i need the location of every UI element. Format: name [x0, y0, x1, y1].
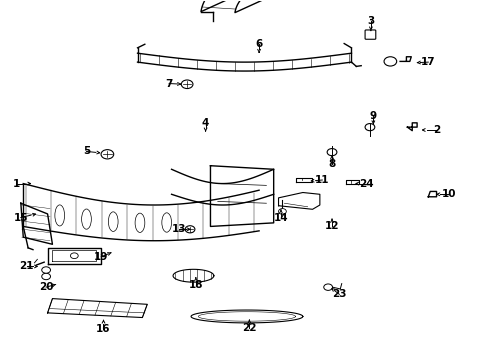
- Text: 21: 21: [20, 261, 34, 271]
- Polygon shape: [210, 166, 273, 226]
- Polygon shape: [345, 180, 358, 184]
- Text: 3: 3: [366, 16, 374, 26]
- Circle shape: [365, 123, 374, 131]
- Text: 20: 20: [39, 282, 53, 292]
- Text: 17: 17: [420, 57, 435, 67]
- Ellipse shape: [81, 209, 91, 229]
- Text: 24: 24: [358, 179, 373, 189]
- Polygon shape: [191, 310, 302, 323]
- Polygon shape: [47, 248, 101, 264]
- Circle shape: [181, 80, 193, 89]
- Circle shape: [185, 226, 195, 233]
- Circle shape: [70, 253, 78, 258]
- Text: 13: 13: [171, 224, 186, 234]
- Ellipse shape: [108, 212, 118, 231]
- Text: 7: 7: [165, 78, 172, 89]
- FancyBboxPatch shape: [365, 30, 375, 39]
- Text: 11: 11: [314, 175, 329, 185]
- Text: 15: 15: [14, 212, 28, 222]
- Ellipse shape: [135, 213, 144, 233]
- Circle shape: [101, 150, 114, 159]
- Circle shape: [326, 149, 336, 156]
- Circle shape: [41, 267, 50, 273]
- Text: 2: 2: [432, 125, 439, 135]
- Polygon shape: [201, 0, 334, 13]
- Text: 16: 16: [96, 324, 110, 334]
- Text: 1: 1: [12, 179, 20, 189]
- Text: 6: 6: [255, 39, 262, 49]
- Text: 5: 5: [82, 147, 90, 157]
- Polygon shape: [173, 269, 213, 282]
- Circle shape: [323, 284, 332, 291]
- Polygon shape: [47, 298, 147, 318]
- Ellipse shape: [162, 213, 171, 232]
- Text: 9: 9: [369, 111, 376, 121]
- Text: 22: 22: [242, 323, 256, 333]
- Text: 10: 10: [441, 189, 455, 199]
- Circle shape: [278, 208, 286, 214]
- Text: 8: 8: [328, 159, 335, 169]
- Text: 12: 12: [324, 221, 339, 231]
- Circle shape: [383, 57, 396, 66]
- Text: 19: 19: [94, 252, 108, 262]
- Text: 18: 18: [188, 280, 203, 291]
- Text: 23: 23: [331, 289, 346, 299]
- Text: 4: 4: [202, 118, 209, 128]
- Polygon shape: [21, 203, 52, 244]
- Polygon shape: [295, 178, 311, 182]
- Polygon shape: [278, 193, 319, 209]
- Circle shape: [41, 273, 50, 280]
- Ellipse shape: [55, 205, 64, 226]
- Text: 14: 14: [273, 212, 288, 222]
